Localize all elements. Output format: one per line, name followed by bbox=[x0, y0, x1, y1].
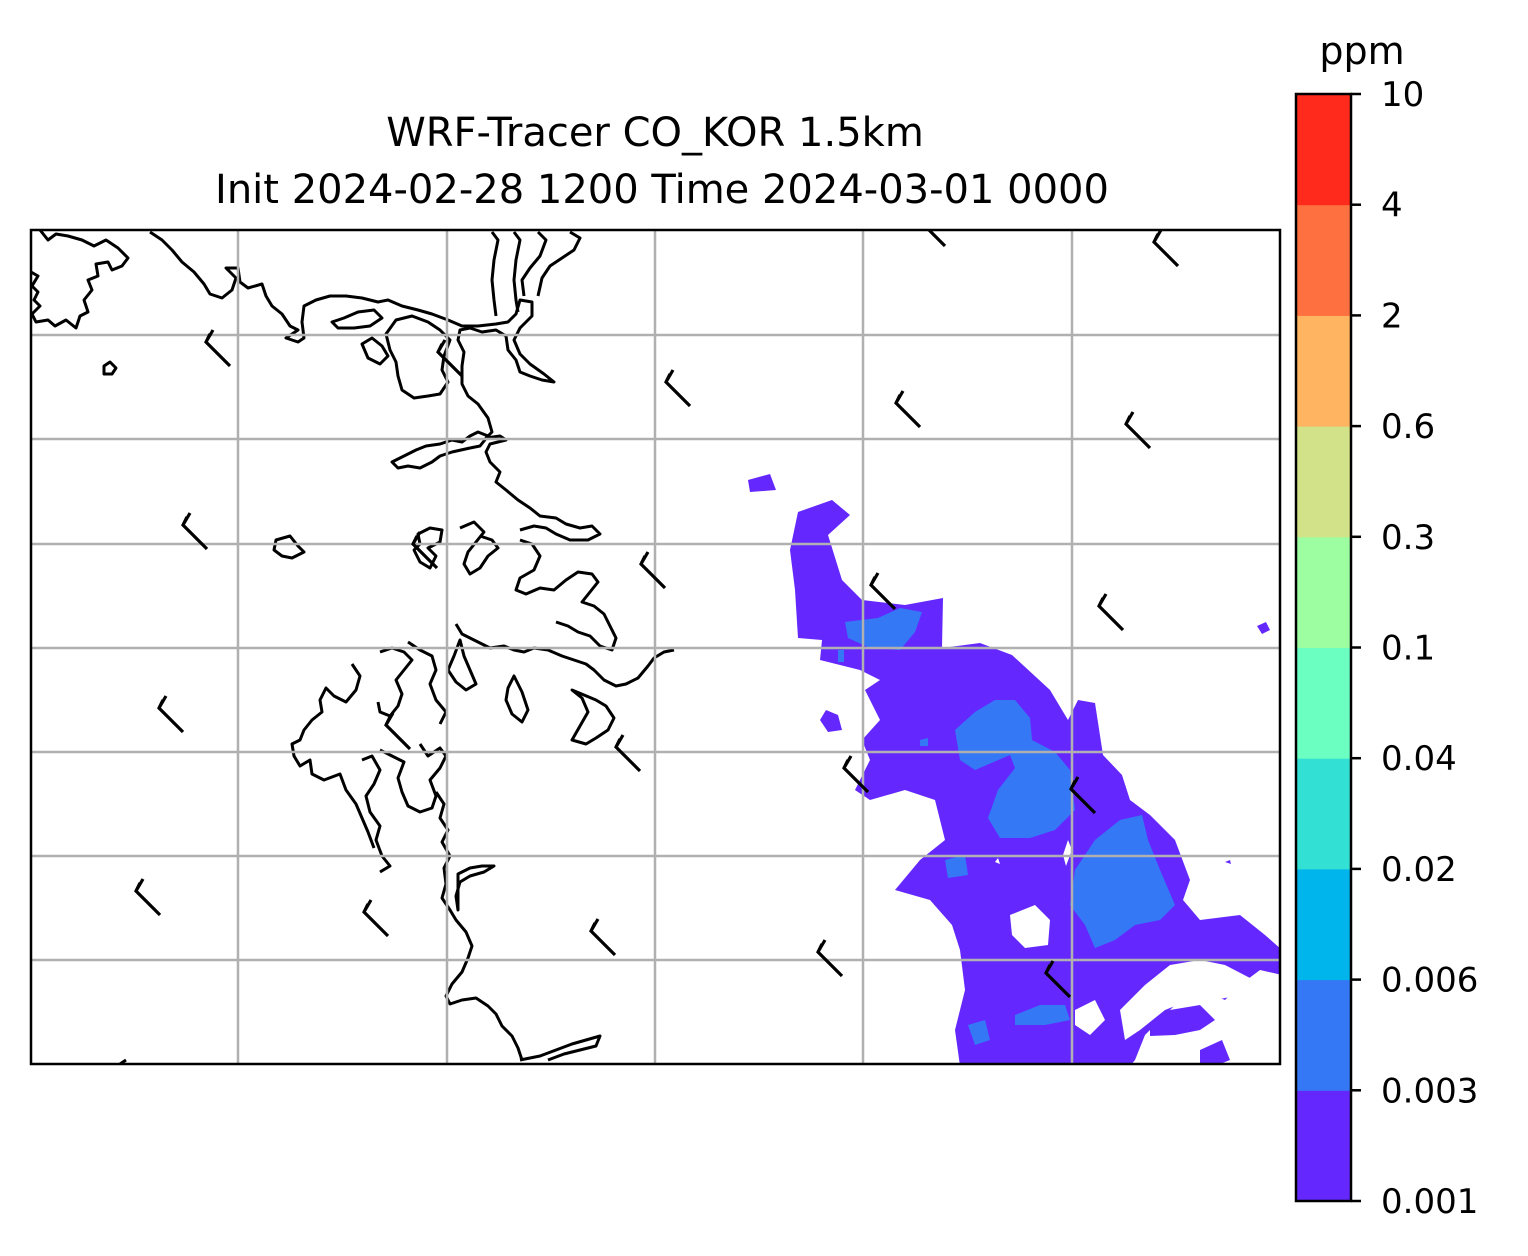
map-panel bbox=[31, 230, 1280, 1064]
colorbar-tick-label: 0.001 bbox=[1381, 1182, 1478, 1222]
wind-barb bbox=[411, 531, 439, 570]
concentration-specks bbox=[995, 840, 1072, 866]
wind-barb bbox=[384, 712, 412, 751]
colorbar-tick-label: 0.003 bbox=[1381, 1071, 1478, 1111]
colorbar-band bbox=[1296, 868, 1351, 981]
colorbar-band bbox=[1296, 979, 1351, 1091]
colorbar-tick-label: 10 bbox=[1381, 75, 1424, 115]
colorbar-bands bbox=[1296, 94, 1351, 1202]
wind-barb bbox=[639, 551, 667, 590]
wind-barb bbox=[204, 329, 232, 368]
colorbar-band bbox=[1296, 315, 1351, 427]
wind-barb bbox=[181, 512, 209, 551]
wind-barb bbox=[842, 755, 870, 794]
colorbar: ppm 0.001 0.003 0.006 0.02 0.04 0.1 0.3 0.6 2 4 10 bbox=[1294, 29, 1478, 1222]
colorbar-tick-label: 2 bbox=[1381, 296, 1403, 336]
concentration-gaps bbox=[968, 905, 1280, 1045]
wind-barb bbox=[134, 878, 162, 917]
wind-barb bbox=[1069, 776, 1097, 815]
wind-barb bbox=[664, 369, 692, 408]
wind-barb bbox=[869, 572, 897, 611]
colorbar-band bbox=[1296, 204, 1351, 316]
wind-barb bbox=[1097, 593, 1125, 632]
wind-barbs bbox=[134, 230, 1180, 999]
colorbar-tick-label: 0.1 bbox=[1381, 629, 1435, 669]
wind-barb bbox=[362, 899, 390, 938]
wind-barb bbox=[589, 918, 617, 957]
map-frame bbox=[29, 228, 1282, 1066]
gridlines bbox=[31, 230, 1280, 1064]
wind-barb bbox=[1152, 230, 1180, 268]
wind-barb bbox=[1124, 411, 1152, 450]
wind-barb bbox=[436, 339, 464, 378]
colorbar-tick-label: 4 bbox=[1381, 186, 1403, 226]
colorbar-band bbox=[1296, 536, 1351, 648]
wind-barb bbox=[816, 939, 844, 978]
colorbar-tick-label: 0.6 bbox=[1381, 407, 1435, 447]
chart-title-line1: WRF-Tracer CO_KOR 1.5km bbox=[386, 110, 924, 156]
colorbar-unit: ppm bbox=[1319, 29, 1404, 73]
colorbar-band bbox=[1296, 94, 1351, 206]
colorbar-tick-label: 0.02 bbox=[1381, 850, 1457, 890]
colorbar-band bbox=[1296, 426, 1351, 538]
wind-barb bbox=[894, 390, 922, 429]
colorbar-band bbox=[1296, 758, 1351, 870]
colorbar-tick-label: 0.04 bbox=[1381, 739, 1457, 779]
chart-title-line2: Init 2024-02-28 1200 Time 2024-03-01 000… bbox=[215, 167, 1109, 213]
colorbar-tick-label: 0.006 bbox=[1381, 961, 1478, 1001]
wind-barb bbox=[157, 695, 185, 734]
colorbar-tick-label: 0.3 bbox=[1381, 518, 1435, 558]
colorbar-band bbox=[1296, 647, 1351, 759]
wind-barb bbox=[1044, 960, 1072, 999]
wind-barb bbox=[614, 734, 642, 773]
wind-barb bbox=[926, 230, 947, 248]
colorbar-ticks: 0.001 0.003 0.006 0.02 0.04 0.1 0.3 0.6 2 4 10 bbox=[1351, 75, 1478, 1222]
colorbar-band bbox=[1296, 1090, 1351, 1202]
